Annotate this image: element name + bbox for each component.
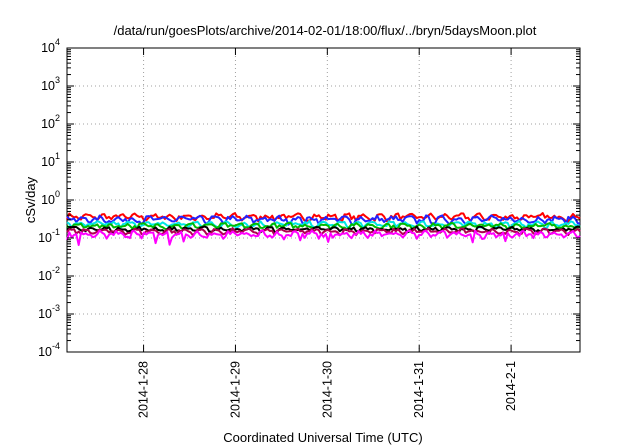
y-axis-ticks: 104 103 102 101 100 10-1 10-2 10-3 10-4	[38, 37, 580, 359]
series-lines	[66, 212, 581, 246]
y-tick-label: 104	[41, 37, 60, 55]
series-line	[66, 214, 581, 226]
y-tick-label: 10-4	[38, 341, 60, 359]
series-line	[66, 221, 581, 231]
y-tick-label: 102	[41, 113, 60, 131]
x-tick-label: 2014-1-31	[412, 361, 426, 418]
x-tick-label: 2014-1-28	[137, 361, 151, 418]
y-axis-label: cSv/day	[23, 176, 38, 223]
series-line	[66, 227, 581, 237]
grid	[67, 48, 580, 352]
x-tick-label: 2014-1-29	[228, 361, 242, 418]
series-line	[66, 229, 581, 246]
y-tick-label: 10-3	[38, 303, 60, 321]
x-tick-label: 2014-2-1	[504, 361, 518, 411]
x-axis-ticks: 2014-1-28 2014-1-29 2014-1-30 2014-1-31 2014…	[137, 48, 518, 418]
y-tick-label: 101	[41, 151, 60, 169]
chart-title: /data/run/goesPlots/archive/2014-02-01/1…	[114, 23, 537, 38]
x-tick-label: 2014-1-30	[320, 361, 334, 418]
y-tick-label: 100	[41, 189, 60, 207]
y-tick-label: 10-2	[38, 265, 60, 283]
y-tick-label: 103	[41, 75, 60, 93]
x-axis-label: Coordinated Universal Time (UTC)	[223, 430, 422, 445]
y-tick-label: 10-1	[38, 227, 60, 245]
